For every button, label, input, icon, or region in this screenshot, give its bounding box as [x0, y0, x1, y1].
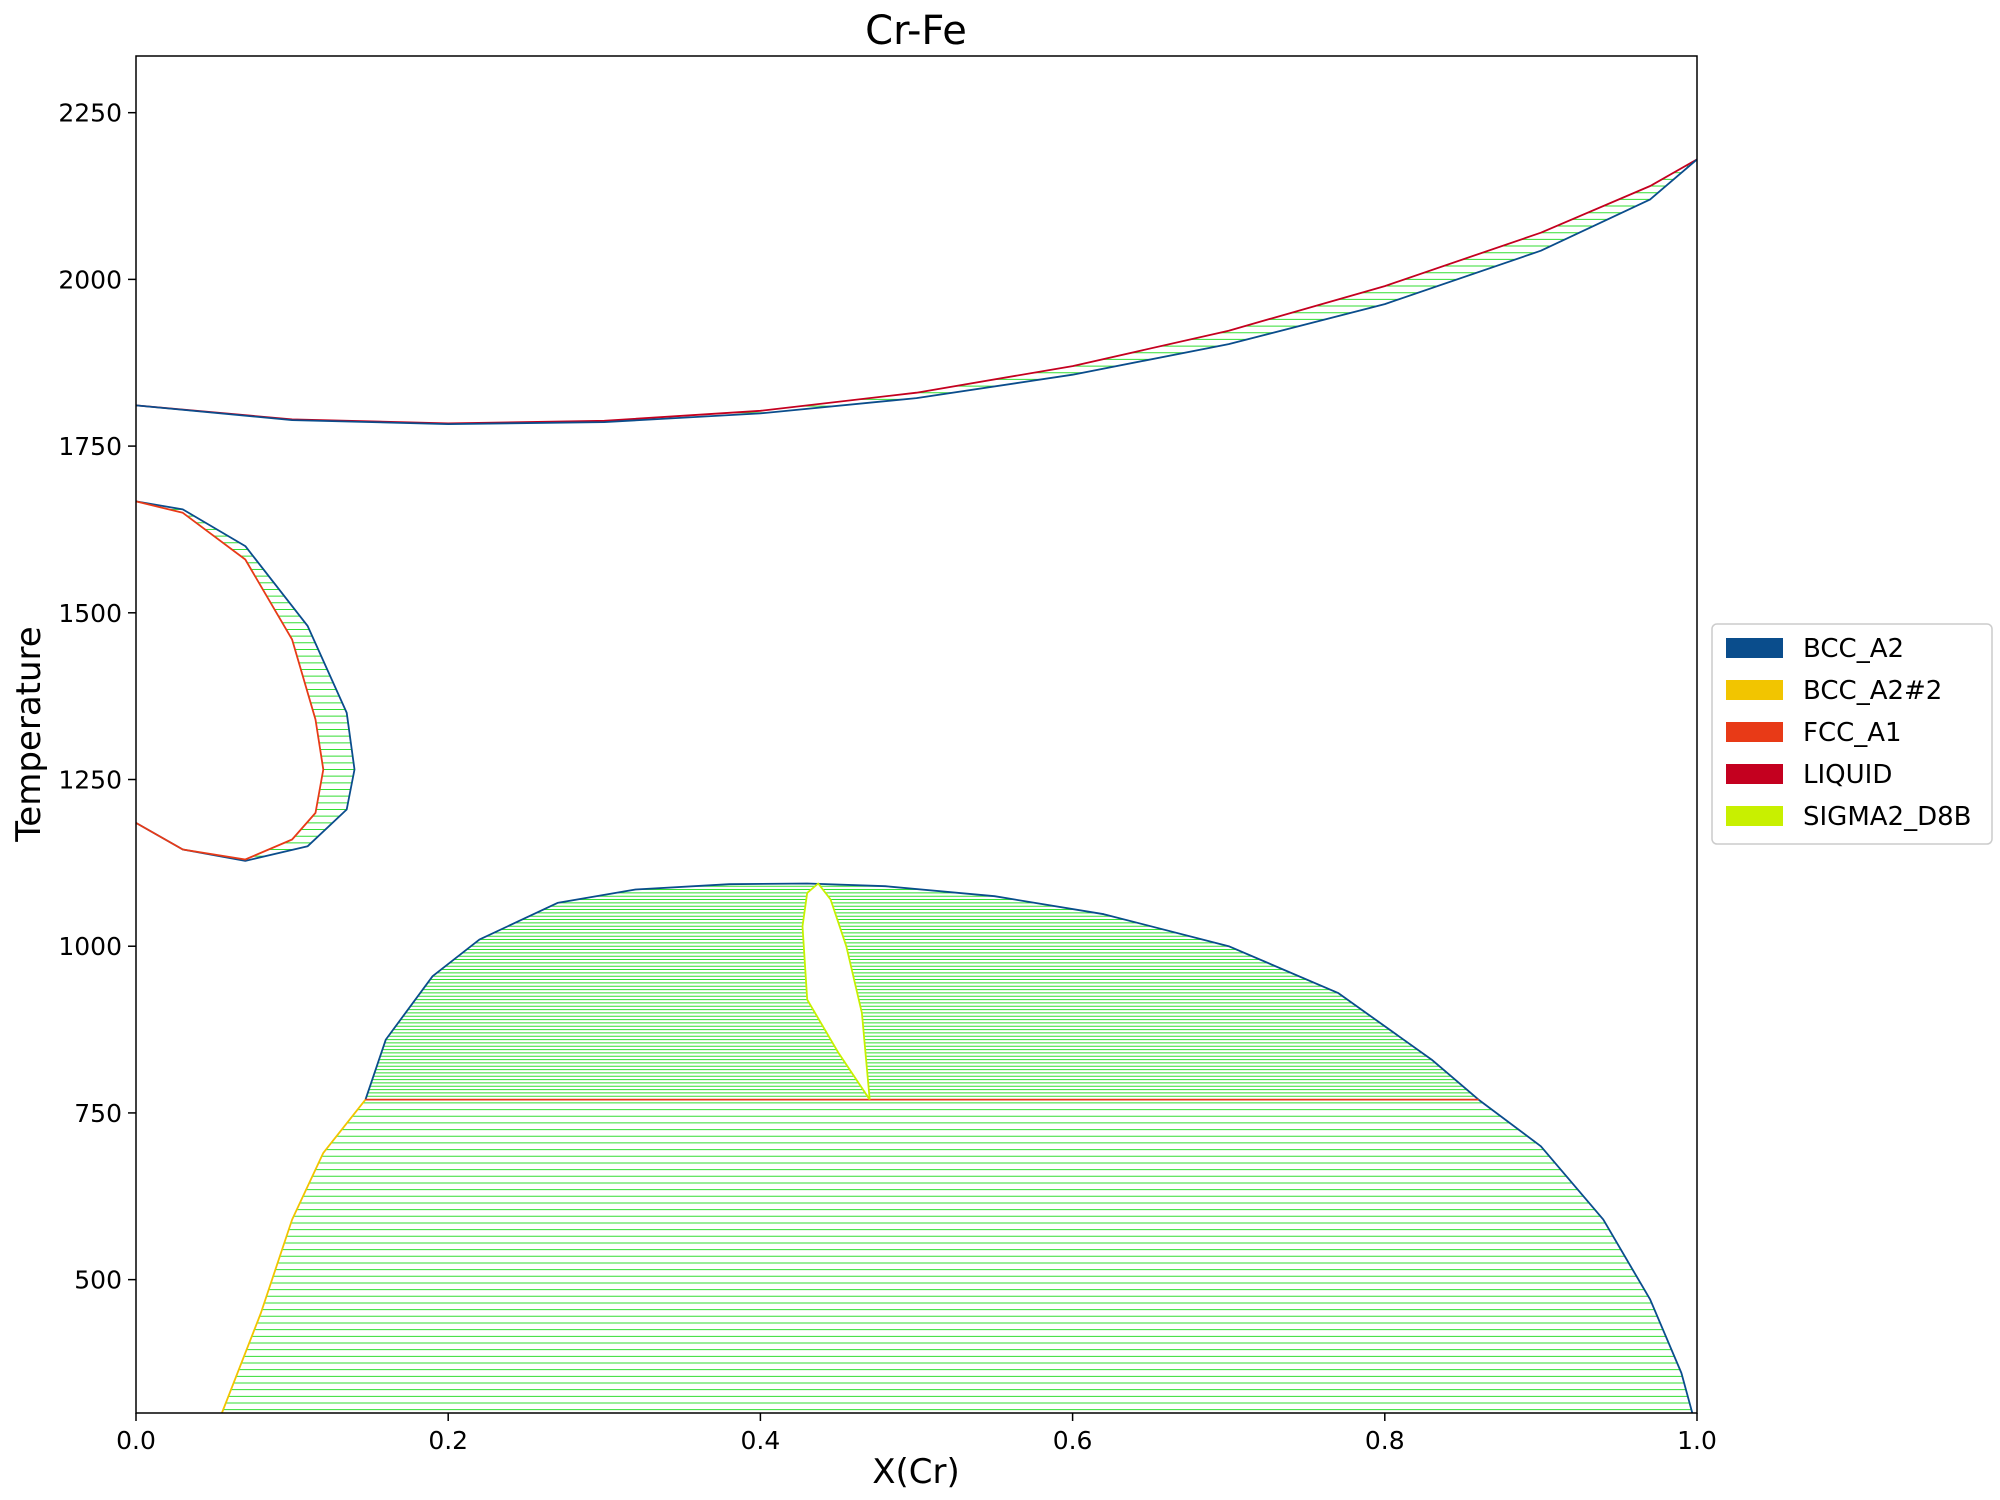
y-tick-label: 1250: [58, 766, 122, 795]
x-tick-label: 0.2: [428, 1426, 468, 1455]
phase-boundary-bcc-a2-2: [221, 1099, 367, 1414]
legend: BCC_A2 BCC_A2#2 FCC_A1 LIQUID SIGMA2_D8B: [1711, 623, 1993, 845]
x-tick-label: 0.8: [1365, 1426, 1405, 1455]
legend-label: LIQUID: [1803, 760, 1892, 790]
phase-boundary-sigma2-d8b: [801, 882, 871, 1101]
phase-boundaries: [135, 158, 1698, 1414]
phase-boundary-bcc-a2: [364, 882, 1480, 1101]
x-tick-label: 0.0: [116, 1426, 156, 1455]
phase-boundary-bcc-a2: [1477, 1098, 1694, 1414]
y-tick-label: 2000: [58, 265, 122, 294]
legend-label: SIGMA2_D8B: [1803, 802, 1971, 832]
x-axis-label: X(Cr): [872, 1452, 960, 1492]
y-tick-label: 750: [74, 1099, 122, 1128]
legend-swatch: [1726, 638, 1783, 658]
legend-label: BCC_A2#2: [1803, 676, 1942, 706]
y-tick-label: 1500: [58, 599, 122, 628]
y-axis-label: Temperature: [9, 626, 49, 842]
phase-boundary-liquid: [135, 158, 1698, 425]
tie-lines: [169, 165, 1692, 1411]
legend-label: BCC_A2: [1803, 634, 1904, 664]
legend-swatch: [1726, 680, 1783, 700]
y-tick-label: 500: [74, 1266, 122, 1295]
legend-swatch: [1726, 764, 1783, 784]
phase-boundary-bcc-a2: [135, 158, 1698, 425]
phase-boundary-fcc-a1: [135, 500, 325, 861]
plot-frame: [135, 55, 1698, 1414]
legend-frame: [1711, 623, 1993, 845]
x-tick-label: 0.4: [741, 1426, 781, 1455]
y-tick-label: 2250: [58, 99, 122, 128]
y-tick-label: 1750: [58, 432, 122, 461]
x-tick-label: 1.0: [1677, 1426, 1717, 1455]
legend-swatch: [1726, 722, 1783, 742]
chart-title: Cr-Fe: [865, 8, 967, 54]
y-axis-ticks: 500 750 1000 1250 1500 1750 2000 2250: [58, 99, 136, 1295]
x-axis-ticks: 0.0 0.2 0.4 0.6 0.8 1.0: [116, 1413, 1717, 1455]
x-tick-label: 0.6: [1053, 1426, 1093, 1455]
y-tick-label: 1000: [58, 932, 122, 961]
legend-swatch: [1726, 806, 1783, 826]
legend-label: FCC_A1: [1803, 718, 1902, 748]
phase-boundary-bcc-a2: [135, 500, 356, 862]
